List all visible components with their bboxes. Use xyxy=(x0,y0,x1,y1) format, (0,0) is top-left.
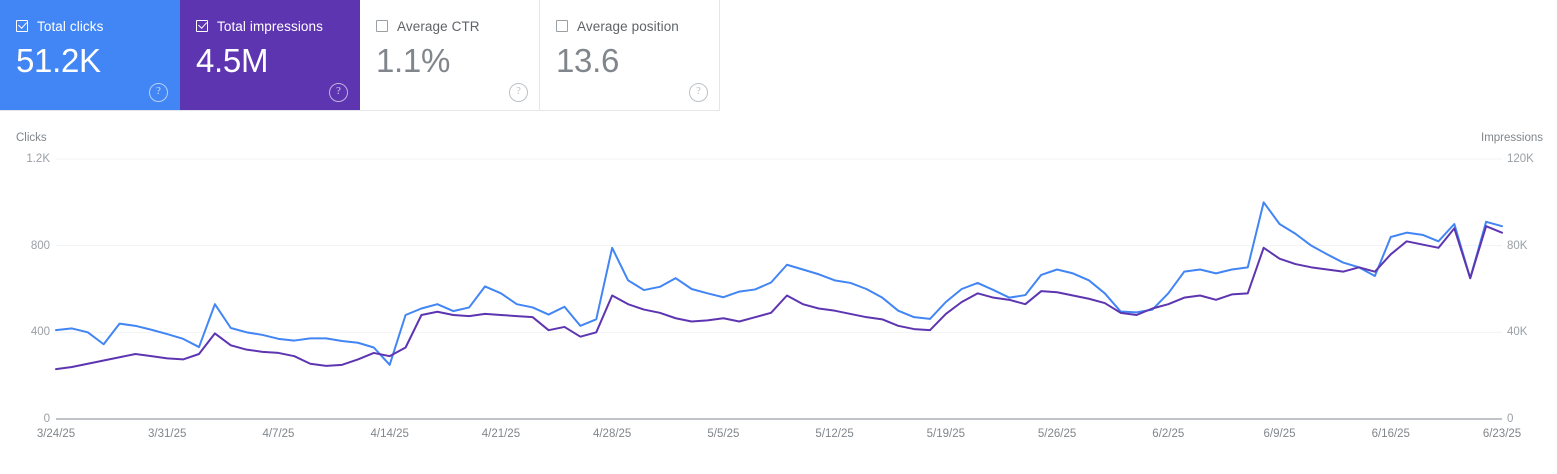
x-tick-label: 4/14/25 xyxy=(370,428,409,440)
metric-card-average-ctr[interactable]: Average CTR 1.1% ? xyxy=(360,0,540,110)
metric-card-header: Average CTR xyxy=(376,18,523,34)
metric-label-total-clicks: Total clicks xyxy=(37,18,104,34)
checkbox-total-impressions[interactable] xyxy=(196,20,208,32)
metric-card-header: Total impressions xyxy=(196,18,343,34)
x-tick-label: 3/31/25 xyxy=(148,428,187,440)
left-tick-label: 1.2K xyxy=(26,153,50,165)
x-tick-label: 4/28/25 xyxy=(592,428,632,440)
right-axis-title: Impressions xyxy=(1481,132,1543,144)
right-tick-label: 0 xyxy=(1507,413,1514,425)
left-tick-label: 400 xyxy=(30,326,50,339)
x-tick-label: 5/5/25 xyxy=(707,428,740,440)
left-tick-label: 800 xyxy=(30,239,50,252)
x-tick-label: 5/26/25 xyxy=(1037,428,1077,440)
x-tick-label: 6/23/25 xyxy=(1482,428,1522,440)
x-tick-label: 5/12/25 xyxy=(815,428,854,440)
checkbox-average-position[interactable] xyxy=(556,20,568,32)
metric-label-total-impressions: Total impressions xyxy=(217,18,323,34)
left-tick-label: 0 xyxy=(43,413,50,425)
x-tick-label: 3/24/25 xyxy=(36,428,76,440)
x-tick-label: 4/21/25 xyxy=(481,428,521,440)
checkbox-total-clicks[interactable] xyxy=(16,20,28,32)
metric-card-header: Total clicks xyxy=(16,18,163,34)
help-icon[interactable]: ? xyxy=(689,83,708,102)
chart-plot-area xyxy=(55,158,1503,420)
help-icon[interactable]: ? xyxy=(149,83,168,102)
checkbox-average-ctr[interactable] xyxy=(376,20,388,32)
gridlines xyxy=(56,158,1502,420)
metric-value-average-ctr: 1.1% xyxy=(376,42,451,79)
metric-label-average-ctr: Average CTR xyxy=(397,18,480,34)
metric-value-total-impressions: 4.5M xyxy=(196,42,269,79)
right-tick-label: 40K xyxy=(1507,326,1528,339)
help-icon[interactable]: ? xyxy=(329,83,348,102)
x-tick-label: 6/9/25 xyxy=(1263,428,1296,440)
metric-card-total-clicks[interactable]: Total clicks 51.2K ? xyxy=(0,0,180,110)
metric-label-average-position: Average position xyxy=(577,18,679,34)
series-line-clicks xyxy=(55,201,1503,366)
x-tick-label: 6/16/25 xyxy=(1371,428,1410,440)
metric-value-total-clicks: 51.2K xyxy=(16,42,101,79)
metric-card-total-impressions[interactable]: Total impressions 4.5M ? xyxy=(180,0,360,110)
x-tick-label: 4/7/25 xyxy=(262,428,295,440)
help-icon[interactable]: ? xyxy=(509,83,528,102)
metric-card-header: Average position xyxy=(556,18,703,34)
metric-card-average-position[interactable]: Average position 13.6 ? xyxy=(540,0,720,110)
performance-chart[interactable]: Clicks Impressions 0 400 800 1.2K 0 40K 80K 12… xyxy=(0,110,1557,474)
x-tick-label: 5/19/25 xyxy=(926,428,966,440)
right-tick-label: 120K xyxy=(1507,153,1534,165)
metric-value-average-position: 13.6 xyxy=(556,42,620,79)
left-axis-title: Clicks xyxy=(16,132,47,144)
right-tick-label: 80K xyxy=(1507,239,1528,252)
x-tick-label: 6/2/25 xyxy=(1152,428,1185,440)
metric-card-row: Total clicks 51.2K ? Total impressions 4… xyxy=(0,0,720,111)
series-line-impressions xyxy=(55,225,1503,371)
series-lines xyxy=(55,201,1503,371)
